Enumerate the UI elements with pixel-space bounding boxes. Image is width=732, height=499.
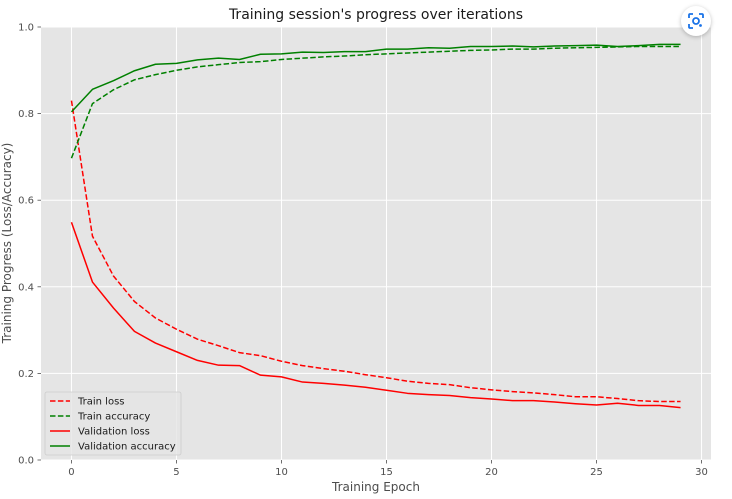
x-tick-label: 0 xyxy=(68,467,74,478)
x-tick-label: 15 xyxy=(380,467,393,478)
legend-box xyxy=(44,391,182,456)
chart-title: Training session's progress over iterati… xyxy=(228,7,523,23)
plot-area xyxy=(41,27,711,460)
y-tick-label: 0.8 xyxy=(18,109,34,120)
series-lines xyxy=(70,43,681,409)
lens-icon xyxy=(688,13,704,29)
y-tick-label: 0.0 xyxy=(18,456,34,467)
x-axis-label: Training Epoch xyxy=(331,480,420,494)
series-line-validation-accuracy xyxy=(70,43,681,113)
legend-label: Validation accuracy xyxy=(78,442,176,453)
x-tick-label: 20 xyxy=(485,467,498,478)
x-tick-label: 25 xyxy=(590,467,603,478)
legend: Train loss Train accuracy Validation loss V… xyxy=(44,391,182,456)
lens-search-button[interactable] xyxy=(681,6,711,36)
series-line-train-loss xyxy=(70,100,681,403)
ticks: 0 5 10 15 20 25 30 0.0 0.2 0.4 0.6 0.8 1.0 xyxy=(18,23,708,479)
legend-label: Train loss xyxy=(77,397,125,408)
x-tick-label: 5 xyxy=(173,467,179,478)
grid xyxy=(41,26,711,461)
y-tick-label: 0.2 xyxy=(18,369,34,380)
y-tick-label: 0.6 xyxy=(18,196,34,207)
x-tick-label: 30 xyxy=(695,467,708,478)
series-line-train-accuracy xyxy=(70,45,681,159)
y-tick-label: 0.4 xyxy=(18,282,34,293)
y-axis-label: Training Progress (Loss/Accuracy) xyxy=(0,143,14,345)
legend-label: Validation loss xyxy=(78,427,150,438)
y-tick-label: 1.0 xyxy=(18,23,34,34)
x-tick-label: 10 xyxy=(275,467,288,478)
legend-label: Train accuracy xyxy=(77,412,150,423)
series-line-validation-loss xyxy=(70,222,681,409)
